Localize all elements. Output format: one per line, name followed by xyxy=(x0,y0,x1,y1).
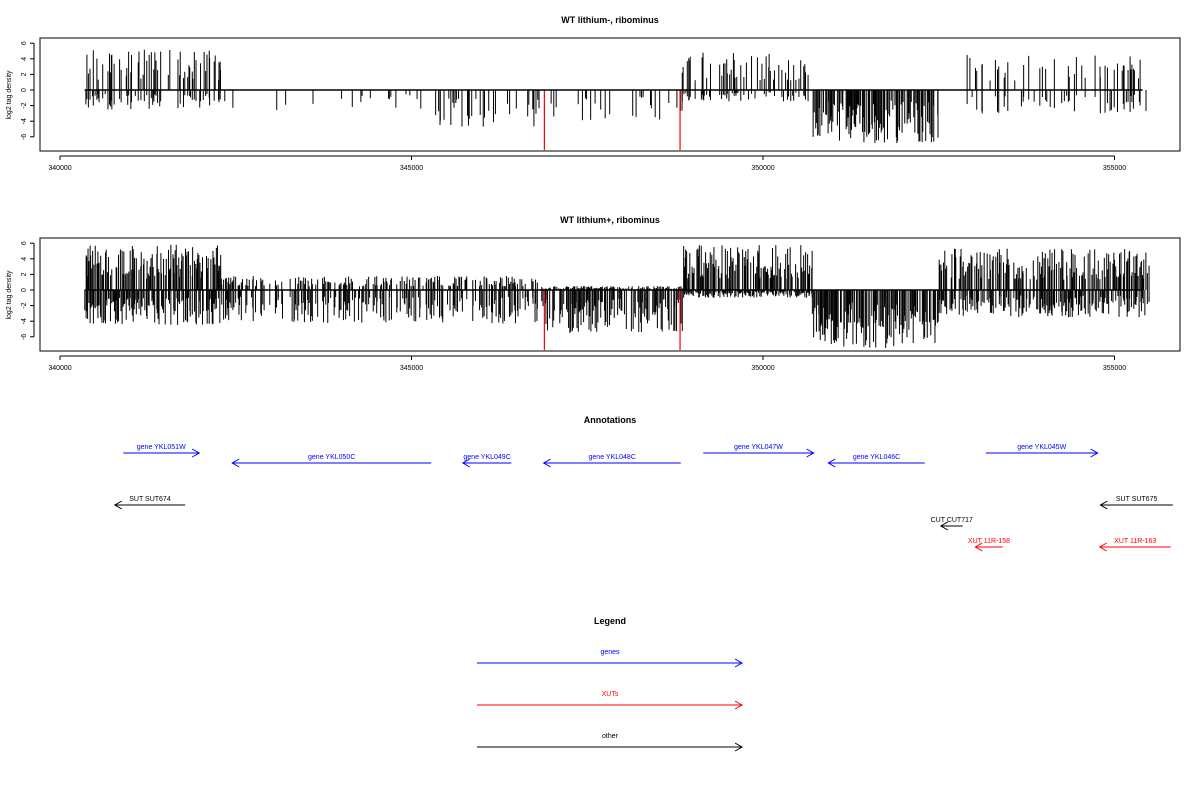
x-tick-label: 355000 xyxy=(1103,365,1126,372)
y-tick-label: 6 xyxy=(21,241,28,245)
arrow-head-icon xyxy=(461,458,471,468)
x-axis: 340000 345000 350000 355000 xyxy=(48,155,1126,172)
annotations-title: Annotations xyxy=(584,415,637,425)
y-tick-label: 4 xyxy=(21,257,28,261)
y-tick-label: -2 xyxy=(21,302,28,308)
annotation-label: XUT 11R-158 xyxy=(968,538,1010,545)
annotation-feature: gene YKL050C xyxy=(231,454,432,468)
annotation-feature: gene YKL048C xyxy=(542,454,681,468)
highlight-marks xyxy=(543,290,681,351)
coverage-panel-lithium-minus: WT lithium-, ribominus log2 tag density … xyxy=(6,15,1181,172)
y-axis-label: log2 tag density xyxy=(6,70,13,120)
x-tick-label: 345000 xyxy=(400,365,423,372)
y-tick-label: -6 xyxy=(21,134,28,140)
y-tick-label: 0 xyxy=(21,88,28,92)
annotation-label: gene YKL046C xyxy=(853,454,900,461)
y-axis: 6 4 2 0 -2 -4 -6 xyxy=(21,41,35,140)
y-tick-label: 0 xyxy=(21,288,28,292)
annotation-feature: CUT CUT717 xyxy=(931,517,973,531)
legend-entry: other xyxy=(477,733,744,752)
arrow-head-icon xyxy=(734,742,744,752)
y-tick-label: 4 xyxy=(21,57,28,61)
y-tick-label: -2 xyxy=(21,102,28,108)
coverage-panel-lithium-plus: WT lithium+, ribominus log2 tag density … xyxy=(6,215,1181,372)
annotation-feature: gene YKL051W xyxy=(123,444,201,458)
annotation-arrows: gene YKL051W gene YKL050C gene YKL049C gene… xyxy=(113,444,1173,552)
highlight-marks xyxy=(543,90,681,151)
arrow-head-icon xyxy=(974,542,983,552)
x-tick-label: 340000 xyxy=(48,165,71,172)
annotation-label: gene YKL051W xyxy=(137,444,186,451)
y-axis: 6 4 2 0 -2 -4 -6 xyxy=(21,241,35,340)
annotation-label: gene YKL049C xyxy=(463,454,510,461)
annotation-label: SUT SUT674 xyxy=(129,496,171,503)
y-tick-label: -4 xyxy=(21,118,28,124)
annotation-label: CUT CUT717 xyxy=(931,517,973,524)
annotation-label: gene YKL048C xyxy=(589,454,636,461)
x-tick-label: 350000 xyxy=(751,165,774,172)
legend-entry: XUTs xyxy=(477,691,744,710)
annotation-label: SUT SUT675 xyxy=(1116,496,1158,503)
annotation-label: gene YKL047W xyxy=(734,444,783,451)
x-axis: 340000 345000 350000 355000 xyxy=(48,355,1126,372)
plot-frame xyxy=(39,37,1181,152)
y-tick-label: -6 xyxy=(21,334,28,340)
y-tick-label: -4 xyxy=(21,318,28,324)
x-tick-label: 350000 xyxy=(751,365,774,372)
coverage-bars xyxy=(85,49,1147,144)
y-tick-label: 2 xyxy=(21,72,28,76)
legend-entry: genes xyxy=(477,649,744,668)
arrow-head-icon xyxy=(231,458,240,468)
annotation-feature: XUT 11R-163 xyxy=(1098,538,1171,552)
arrow-head-icon xyxy=(1098,542,1107,552)
chart-title: WT lithium+, ribominus xyxy=(560,215,660,225)
arrow-head-icon xyxy=(734,658,744,668)
legend-label: XUTs xyxy=(602,691,619,698)
y-tick-label: 2 xyxy=(21,272,28,276)
annotation-feature: gene YKL046C xyxy=(827,454,925,468)
legend-panel: Legend genes XUTs other xyxy=(477,616,744,752)
x-tick-label: 355000 xyxy=(1103,165,1126,172)
arrow-head-icon xyxy=(113,500,123,510)
coverage-bars xyxy=(84,244,1150,348)
y-tick-label: 6 xyxy=(21,41,28,45)
annotation-label: gene YKL045W xyxy=(1017,444,1066,451)
arrow-head-icon xyxy=(734,700,744,710)
x-tick-label: 340000 xyxy=(48,365,71,372)
annotation-feature: XUT 11R-158 xyxy=(968,538,1010,552)
x-tick-label: 345000 xyxy=(400,165,423,172)
y-axis-label: log2 tag density xyxy=(6,270,13,320)
annotation-feature: gene YKL047W xyxy=(703,444,815,458)
annotation-feature: gene YKL049C xyxy=(461,454,512,468)
arrow-head-icon xyxy=(806,448,815,458)
arrow-head-icon xyxy=(191,448,201,458)
annotation-feature: SUT SUT674 xyxy=(113,496,186,510)
annotation-label: gene YKL050C xyxy=(308,454,355,461)
legend-title: Legend xyxy=(594,616,626,626)
plot-frame xyxy=(39,237,1181,352)
arrow-head-icon xyxy=(1090,448,1099,458)
arrow-head-icon xyxy=(542,458,551,468)
arrow-head-icon xyxy=(827,458,836,468)
legend-label: other xyxy=(602,733,619,740)
arrow-head-icon xyxy=(939,521,949,531)
annotation-feature: SUT SUT675 xyxy=(1099,496,1173,510)
annotation-label: XUT 11R-163 xyxy=(1114,538,1156,545)
annotation-feature: gene YKL045W xyxy=(985,444,1099,458)
legend-label: genes xyxy=(600,649,620,656)
arrow-head-icon xyxy=(1099,500,1108,510)
legend-entries: genes XUTs other xyxy=(477,649,744,752)
chart-title: WT lithium-, ribominus xyxy=(561,15,659,25)
